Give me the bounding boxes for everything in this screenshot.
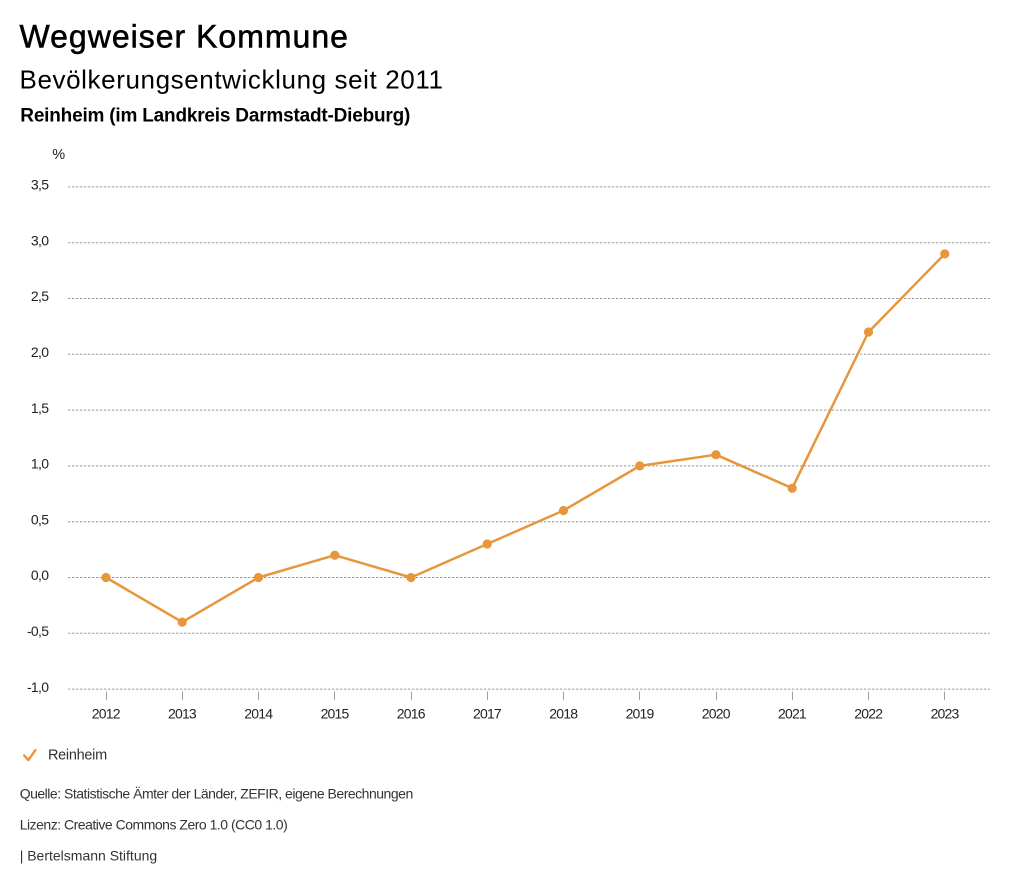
svg-text:2018: 2018 [549, 705, 578, 721]
svg-text:1,5: 1,5 [31, 400, 49, 416]
svg-text:3,0: 3,0 [31, 232, 49, 248]
svg-text:0,0: 0,0 [31, 567, 49, 583]
svg-text:-0,5: -0,5 [27, 623, 49, 639]
svg-text:2015: 2015 [321, 705, 350, 721]
svg-text:Reinheim (im Landkreis Darmsta: Reinheim (im Landkreis Darmstadt-Dieburg… [20, 106, 410, 127]
svg-text:1,0: 1,0 [31, 456, 49, 472]
svg-text:| Bertelsmann Stiftung: | Bertelsmann Stiftung [20, 848, 157, 864]
svg-text:Lizenz: Creative Commons Zero: Lizenz: Creative Commons Zero 1.0 (CC0 1… [20, 816, 288, 832]
svg-text:%: % [52, 147, 65, 163]
svg-text:2017: 2017 [473, 705, 502, 721]
svg-text:-1,0: -1,0 [27, 679, 49, 695]
svg-text:2012: 2012 [92, 705, 121, 721]
svg-text:2020: 2020 [702, 705, 731, 721]
svg-text:Bevölkerungsentwicklung seit 2: Bevölkerungsentwicklung seit 2011 [20, 65, 444, 95]
svg-text:2023: 2023 [931, 705, 960, 721]
svg-text:2,0: 2,0 [31, 344, 49, 360]
svg-text:2021: 2021 [778, 705, 807, 721]
svg-text:2016: 2016 [397, 705, 426, 721]
svg-text:2022: 2022 [854, 705, 883, 721]
svg-text:2019: 2019 [626, 705, 655, 721]
svg-text:2013: 2013 [168, 705, 197, 721]
svg-text:Reinheim: Reinheim [48, 748, 107, 764]
svg-text:2014: 2014 [244, 705, 273, 721]
svg-text:Quelle: Statistische Ämter der: Quelle: Statistische Ämter der Länder, Z… [20, 785, 413, 801]
svg-text:2,5: 2,5 [31, 288, 49, 304]
svg-text:0,5: 0,5 [31, 511, 49, 527]
svg-text:3,5: 3,5 [31, 177, 49, 193]
svg-text:Wegweiser Kommune: Wegweiser Kommune [20, 19, 349, 55]
